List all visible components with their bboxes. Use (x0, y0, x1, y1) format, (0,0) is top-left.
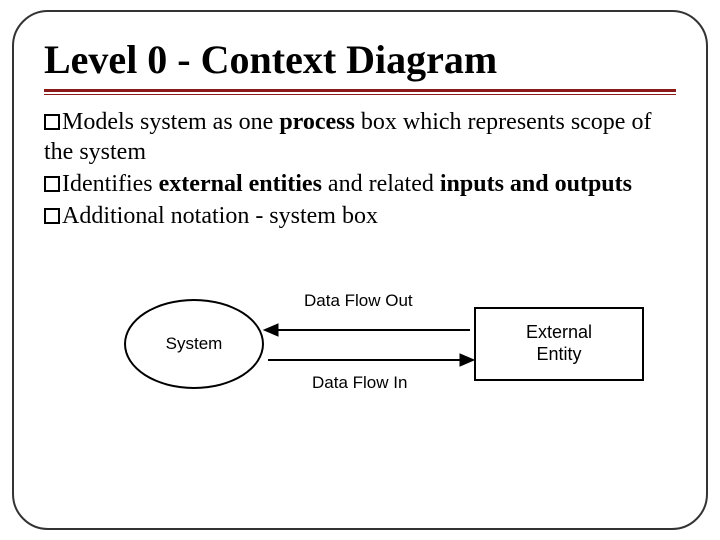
entity-label-line1: External (526, 322, 592, 342)
bullet-text: Additional notation - system box (62, 203, 378, 229)
bullet-item: Additional notation - system box (44, 201, 676, 231)
bullet-list: Models system as one process box which r… (44, 107, 676, 231)
slide-frame: Level 0 - Context Diagram Models system … (12, 10, 708, 530)
flow-out-label: Data Flow Out (304, 291, 413, 311)
title-rule (44, 89, 676, 95)
arrow-out (262, 321, 478, 339)
bullet-text: Identifies (62, 171, 159, 197)
bullet-item: Identifies external entities and related… (44, 169, 676, 199)
context-diagram: System Data Flow Out Data Flow In Extern… (44, 281, 676, 421)
arrow-in (262, 351, 478, 369)
entity-label-line2: Entity (536, 344, 581, 364)
bullet-text-bold: process (279, 109, 355, 135)
system-label: System (166, 334, 223, 354)
flow-in-label: Data Flow In (312, 373, 407, 393)
page-title: Level 0 - Context Diagram (44, 36, 676, 83)
bullet-text: Models system as one (62, 109, 279, 135)
bullet-text-bold: inputs and outputs (440, 171, 632, 197)
square-bullet-icon (44, 208, 60, 224)
square-bullet-icon (44, 114, 60, 130)
square-bullet-icon (44, 176, 60, 192)
bullet-text-bold: external entities (159, 171, 322, 197)
bullet-item: Models system as one process box which r… (44, 107, 676, 167)
external-entity-node: External Entity (474, 307, 644, 381)
system-node: System (124, 299, 264, 389)
bullet-text: and related (322, 171, 440, 197)
